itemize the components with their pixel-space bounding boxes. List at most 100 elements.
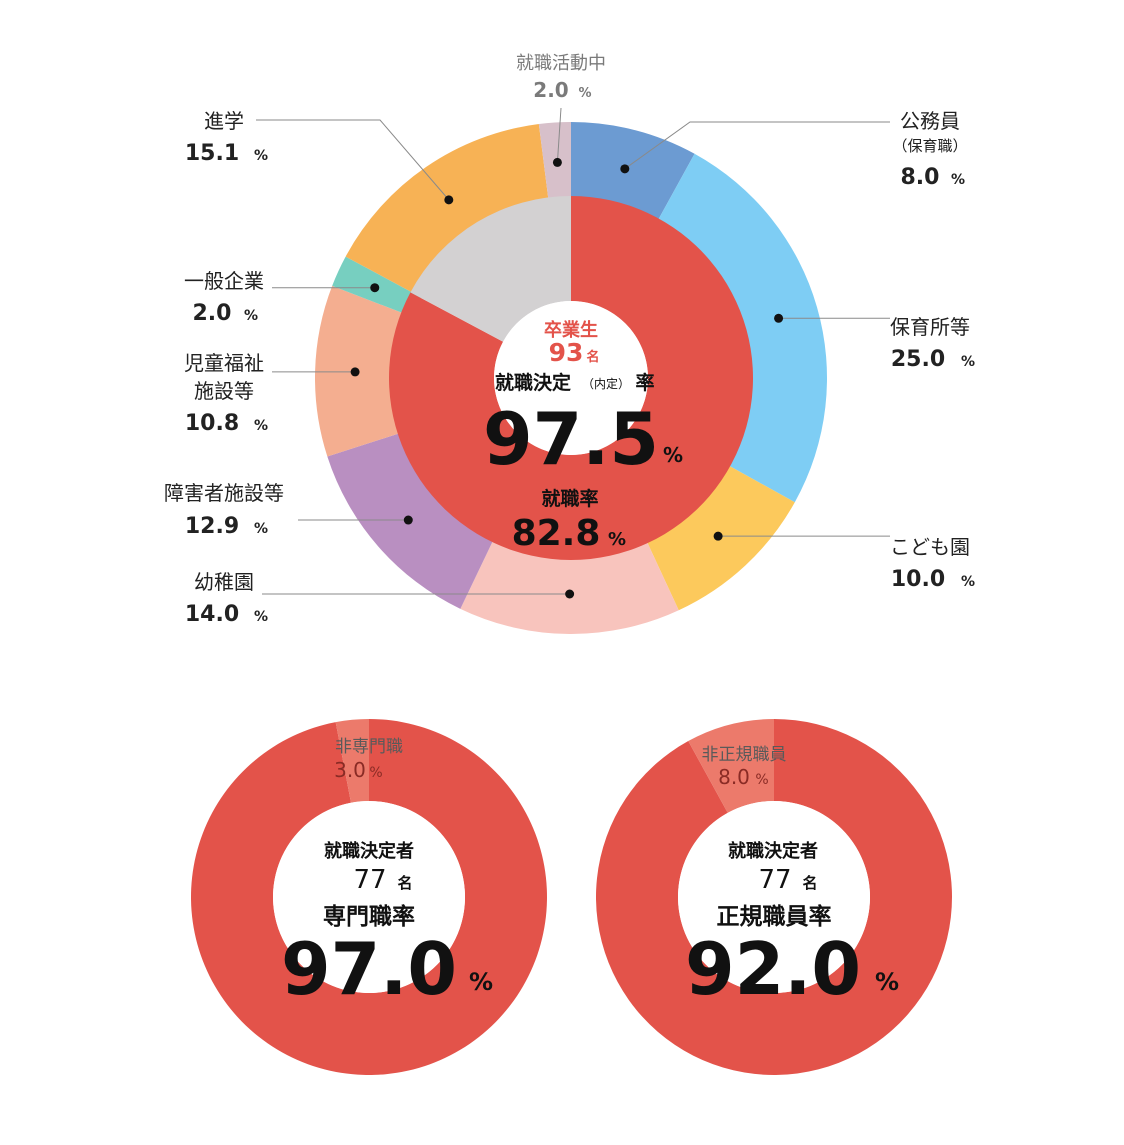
specialist-count: 77 <box>353 865 386 895</box>
slice-label-value: 15.1 <box>185 141 239 166</box>
slice-label-unit: % <box>254 148 268 164</box>
slice-label-hoikusho: 保育所等 25.0 % <box>890 315 975 372</box>
specialist-count-label: 就職決定者 <box>324 840 414 862</box>
leader-lines <box>256 107 890 599</box>
slice-label-unit: % <box>254 521 268 537</box>
non-regular-unit: % <box>755 772 768 788</box>
slice-label-shuushokukatsudou: 就職活動中 2.0 % <box>516 53 606 102</box>
specialist-ring <box>191 719 548 1075</box>
slice-label-unit: % <box>951 172 965 188</box>
leader-dot-7 <box>444 195 454 205</box>
decision-suffix: 率 <box>635 371 654 394</box>
specialist-rate-unit: % <box>469 968 493 996</box>
slice-label-name-line2: 施設等 <box>194 379 254 403</box>
slice-label-name: 幼稚園 <box>194 570 254 594</box>
employment-label: 就職率 <box>541 487 598 510</box>
employment-rate: 82.8 <box>512 513 601 554</box>
non-regular-label: 非正規職員 <box>702 745 787 765</box>
outer-slice-7 <box>345 124 550 298</box>
employment-rate-unit: % <box>608 529 626 550</box>
leader-line-7 <box>256 119 450 201</box>
non-regular-value: 8.0 <box>718 765 750 789</box>
leader-dot-5 <box>350 367 360 377</box>
decision-rate-unit: % <box>663 443 683 467</box>
slice-label-unit: % <box>254 418 268 434</box>
decision-paren: （内定） <box>582 376 630 391</box>
main-center-hole <box>494 301 648 455</box>
regular-staff-rate-donut: 非正規職員 8.0 % 就職決定者 77 名 正規職員率 92.0 % <box>596 719 953 1075</box>
slice-label-value: 10.0 <box>891 567 945 592</box>
outer-ring <box>315 122 827 635</box>
non-specialist-unit: % <box>369 765 382 781</box>
regular-staff-center-hole <box>678 801 870 993</box>
main-center-text: 卒業生 93 名 就職決定 （内定） 率 97.5 % 就職率 82.8 % <box>483 319 683 554</box>
non-specialist-label: 非専門職 <box>335 737 403 757</box>
regular-staff-ring <box>596 719 953 1075</box>
graduates-label: 卒業生 <box>544 319 598 341</box>
slice-label-name: こども園 <box>890 535 970 559</box>
slice-label-youchien: 幼稚園 14.0 % <box>185 570 268 627</box>
inner-slice-0 <box>388 196 753 560</box>
main-donut-chart: 卒業生 93 名 就職決定 （内定） 率 97.5 % 就職率 82.8 % 公… <box>164 53 975 635</box>
slice-label-sublabel: （保育職） <box>892 137 967 155</box>
specialist-rate: 97.0 <box>281 927 457 1011</box>
right-ring-main-slice <box>596 719 953 1075</box>
slice-label-unit: % <box>254 609 268 625</box>
specialist-count-unit: 名 <box>397 874 412 892</box>
left-ring-minor-slice <box>335 719 369 803</box>
slice-label-value: 8.0 <box>901 165 940 190</box>
slice-label-value: 25.0 <box>891 347 945 372</box>
leader-line-0 <box>624 121 890 170</box>
slice-label-name: 一般企業 <box>184 269 264 293</box>
graduates-count: 93 <box>549 338 584 367</box>
slice-label-koumuin: 公務員 （保育職） 8.0 % <box>892 109 967 190</box>
slice-label-name: 保育所等 <box>890 315 970 339</box>
slice-label-kodomoen: こども園 10.0 % <box>890 535 975 592</box>
regular-count-unit: 名 <box>802 874 817 892</box>
leader-dot-1 <box>774 313 784 323</box>
left-ring-main-slice <box>191 719 548 1075</box>
slice-label-name: 障害者施設等 <box>164 481 284 505</box>
graduates-unit: 名 <box>586 349 599 365</box>
specialist-rate-donut: 非専門職 3.0 % 就職決定者 77 名 専門職率 97.0 % <box>191 719 548 1075</box>
slice-label-value: 2.0 <box>193 301 232 326</box>
decision-rate: 97.5 <box>483 397 659 481</box>
leader-dot-0 <box>620 164 630 174</box>
slice-label-value: 14.0 <box>185 602 239 627</box>
slice-label-unit: % <box>961 354 975 370</box>
slice-label-value: 2.0 <box>533 78 568 102</box>
leader-dot-8 <box>552 157 562 167</box>
slice-label-ippankigyou: 一般企業 2.0 % <box>184 269 264 326</box>
slice-label-shingaku: 進学 15.1 % <box>185 109 268 166</box>
leader-line-8 <box>556 107 562 163</box>
slice-label-shougaisha: 障害者施設等 12.9 % <box>164 481 284 539</box>
inner-ring <box>388 196 753 560</box>
outer-slice-3 <box>460 531 679 635</box>
regular-rate-label: 正規職員率 <box>717 903 832 930</box>
slice-label-name: 公務員 <box>900 109 960 133</box>
leader-dot-3 <box>565 589 575 599</box>
specialist-rate-label: 専門職率 <box>323 903 415 930</box>
decision-label: 就職決定 <box>495 371 571 394</box>
slice-label-unit: % <box>961 574 975 590</box>
slice-label-value: 12.9 <box>185 514 239 539</box>
regular-rate: 92.0 <box>685 927 861 1011</box>
right-ring-minor-slice <box>688 719 774 813</box>
slice-label-name: 就職活動中 <box>516 53 606 74</box>
non-specialist-value: 3.0 <box>334 758 366 782</box>
specialist-center-hole <box>273 801 465 993</box>
slice-label-value: 10.8 <box>185 411 239 436</box>
leader-dot-2 <box>713 531 723 541</box>
leader-dot-4 <box>403 515 413 525</box>
slice-label-unit: % <box>244 308 258 324</box>
leader-dot-6 <box>370 283 380 293</box>
regular-count-label: 就職決定者 <box>728 840 818 862</box>
regular-count: 77 <box>758 865 791 895</box>
slice-label-unit: % <box>578 86 591 101</box>
outer-slice-5 <box>315 285 413 457</box>
slice-label-name: 進学 <box>204 109 244 133</box>
slice-label-jidoufukushi: 児童福祉 施設等 10.8 % <box>184 351 268 436</box>
inner-slice-1 <box>410 196 571 342</box>
regular-rate-unit: % <box>875 968 899 996</box>
